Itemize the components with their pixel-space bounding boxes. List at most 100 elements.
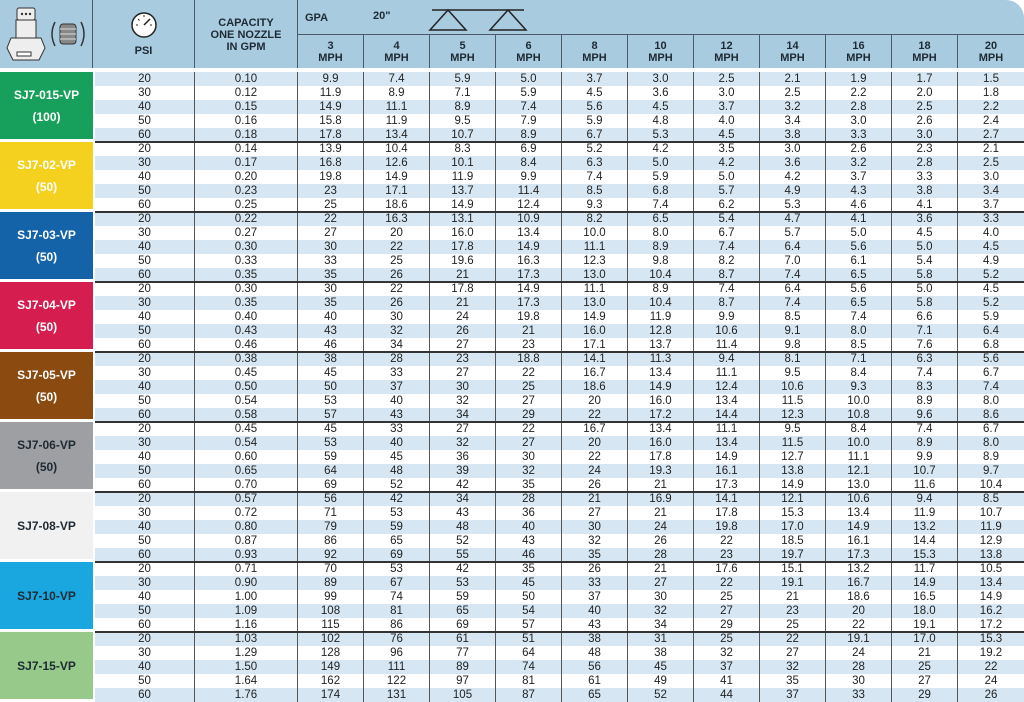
gpa-cell: 53 [298, 436, 364, 450]
gpa-cell: 12.4 [496, 198, 562, 212]
gpa-cell: 5.7 [694, 184, 760, 198]
gpa-cell: 12.8 [628, 324, 694, 338]
gpa-cell: 27 [430, 422, 496, 436]
psi-cell: 40 [95, 170, 195, 184]
gpa-cell: 7.6 [892, 338, 958, 352]
gpa-cell: 8.0 [983, 437, 999, 449]
table-row: 30 0.17 16.8 12.6 10.1 8.4 6.3 5.0 4.2 3.6 3.2 2.8 2… [95, 156, 1024, 170]
gpa-cell: 9.3 [562, 198, 628, 212]
gpa-cell: 40 [298, 310, 364, 324]
group-divider [95, 631, 1024, 633]
table-row: 50 0.23 23 17.1 13.7 11.4 8.5 6.8 5.7 4.9 4.3 3.8 3.… [95, 184, 1024, 198]
gpa-cell: 21 [496, 324, 562, 338]
gpa-cell: 30 [826, 674, 892, 688]
gpa-cell: 6.7 [694, 226, 760, 240]
table-row: 20 1.03 102 76 61 51 38 31 25 22 19.1 17.0 15.3 [95, 632, 1024, 646]
gpa-cell: 71 [298, 506, 364, 520]
speed-column-header: 10 MPH [628, 35, 694, 68]
capacity-cell: 0.45 [195, 422, 298, 436]
capacity-cell: 0.35 [195, 296, 298, 310]
gpa-cell: 6.5 [826, 268, 892, 282]
capacity-cell: 1.00 [195, 590, 298, 604]
table-header: PSI CAPACITY ONE NOZZLE IN GPM GPA 20" 3… [0, 0, 1024, 68]
gpa-cell: 14.9 [979, 591, 1003, 603]
gpa-cell: 11.9 [430, 170, 496, 184]
gpa-cell: 14.9 [298, 100, 364, 114]
gpa-cell: 48 [562, 646, 628, 660]
speed-column-header: 12 MPH [694, 35, 760, 68]
gpa-cell: 13.0 [562, 296, 628, 310]
nozzle-model: SJ7-02-VP [17, 157, 76, 172]
gpa-cell: 97 [430, 674, 496, 688]
gpa-cell: 1.7 [892, 72, 958, 86]
gpa-cell: 8.2 [694, 254, 760, 268]
capacity-cell: 0.80 [195, 520, 298, 534]
gpa-cell: 13.8 [979, 549, 1003, 561]
table-row: 40 0.20 19.8 14.9 11.9 9.9 7.4 5.9 5.0 4.2 3.7 3.3 3… [95, 170, 1024, 184]
gpa-cell: 40 [364, 436, 430, 450]
gpa-cell: 35 [496, 562, 562, 576]
gpa-cell: 10.8 [826, 408, 892, 422]
gpa-cell: 17.2 [979, 619, 1003, 631]
gpa-cell: 59 [364, 520, 430, 534]
gpa-cell: 59 [298, 450, 364, 464]
gpa-cell: 18.8 [496, 352, 562, 366]
gpa-cell: 22 [496, 366, 562, 380]
gpa-cell: 14.9 [694, 450, 760, 464]
gpa-cell: 5.8 [892, 296, 958, 310]
table-row: 30 0.27 27 20 16.0 13.4 10.0 8.0 6.7 5.7 5.0 4.5 4.0 [95, 226, 1024, 240]
strainer-mesh: (50) [35, 249, 58, 264]
gpa-cell: 2.5 [694, 72, 760, 86]
gpa-cell: 29 [694, 618, 760, 632]
capacity-cell: 0.23 [195, 184, 298, 198]
psi-cell: 30 [95, 366, 195, 380]
table-row: 50 1.64 162 122 97 81 61 49 41 35 30 27 24 [95, 674, 1024, 688]
gpa-cell: 9.8 [760, 338, 826, 352]
capacity-cell: 0.60 [195, 450, 298, 464]
gpa-cell: 43 [496, 534, 562, 548]
gpa-cell: 38 [298, 352, 364, 366]
gpa-cell: 21 [628, 506, 694, 520]
gpa-cell: 22 [984, 661, 998, 673]
gpa-cell: 24 [430, 310, 496, 324]
gpa-cell: 65 [430, 604, 496, 618]
gpa-cell: 174 [298, 688, 364, 702]
gpa-cell: 149 [298, 660, 364, 674]
table-row: 50 0.87 86 65 52 43 32 26 22 18.5 16.1 14.4 12.9 [95, 534, 1024, 548]
gpa-cell: 33 [826, 688, 892, 702]
psi-cell: 60 [95, 338, 195, 352]
nozzle-label-cell: SJ7-08-VP [0, 492, 93, 559]
gpa-cell: 10.4 [364, 142, 430, 156]
gpa-cell: 6.7 [562, 128, 628, 142]
gpa-cell: 13.4 [496, 226, 562, 240]
gpa-cell: 27 [496, 436, 562, 450]
gpa-cell: 24 [984, 675, 998, 687]
gpa-cell: 7.4 [760, 268, 826, 282]
psi-cell: 50 [95, 394, 195, 408]
nozzle-group: SJ7-015-VP (100) 20 0.10 9.9 7.4 5.9 5.0 3.7 3.0 2… [0, 72, 1024, 142]
nozzle-group: SJ7-02-VP (50) 20 0.14 13.9 10.4 8.3 6.9 5.2 4.2 3… [0, 141, 1024, 212]
gpa-cell: 19.8 [694, 520, 760, 534]
gpa-cell: 14.9 [364, 170, 430, 184]
gpa-cell: 1.5 [983, 73, 999, 85]
gpa-cell: 34 [364, 338, 430, 352]
pressure-gauge-icon [130, 12, 157, 38]
gpa-cell: 11.4 [496, 184, 562, 198]
gpa-cell: 7.4 [892, 366, 958, 380]
gpa-cell: 6.4 [760, 240, 826, 254]
gpa-cell: 17.0 [892, 632, 958, 646]
speed-unit: MPH [318, 51, 343, 64]
gpa-cell: 7.4 [628, 198, 694, 212]
gpa-cell: 55 [430, 548, 496, 562]
gpa-cell: 41 [694, 674, 760, 688]
gpa-cell: 18.5 [760, 534, 826, 548]
gpa-cell: 33 [364, 366, 430, 380]
gpa-cell: 8.9 [892, 394, 958, 408]
speed-unit: MPH [846, 51, 871, 64]
gpa-cell: 7.4 [562, 170, 628, 184]
gpa-cell: 17.3 [694, 478, 760, 492]
gpa-cell: 14.9 [628, 380, 694, 394]
speed-value: 5 [459, 39, 466, 52]
speed-value: 20 [984, 39, 998, 52]
strainer-mesh: (50) [35, 179, 58, 194]
